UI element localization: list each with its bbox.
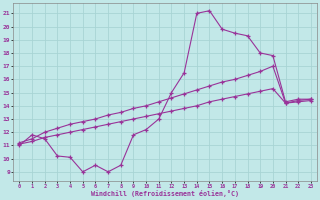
X-axis label: Windchill (Refroidissement éolien,°C): Windchill (Refroidissement éolien,°C) bbox=[91, 190, 239, 197]
